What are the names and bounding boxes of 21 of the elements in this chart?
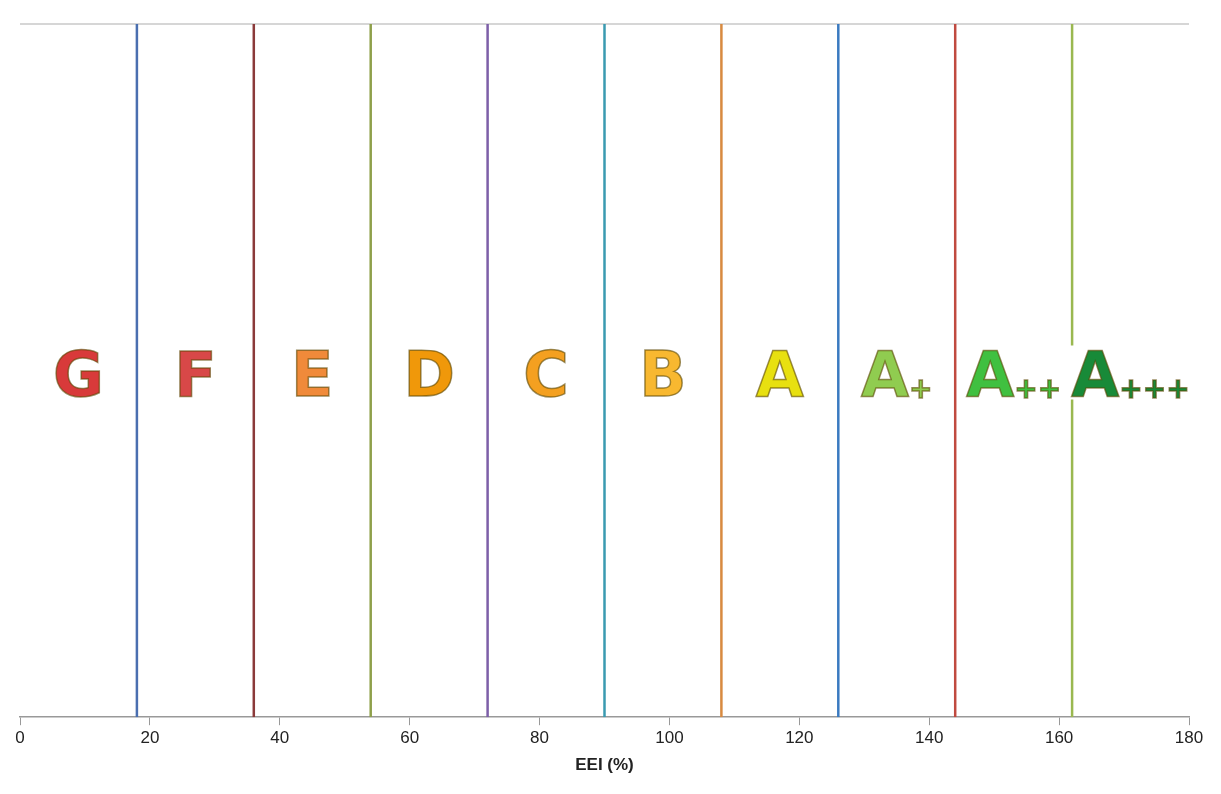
x-tick-label: 160 <box>1044 728 1074 748</box>
annotation: A++ <box>966 337 1062 411</box>
annotation: A+ <box>861 337 933 411</box>
x-tick-label: 140 <box>915 728 944 748</box>
x-tick-label: 20 <box>140 728 160 748</box>
annotation: D <box>403 337 455 411</box>
x-axis-title: EEI (%) <box>575 755 634 775</box>
x-tick-label: 120 <box>785 728 814 748</box>
x-tick-label: 0 <box>15 728 25 748</box>
x-tick-label: 40 <box>270 728 290 748</box>
x-tick-label: 60 <box>400 728 420 748</box>
annotation: A+++ <box>1071 337 1190 411</box>
x-tick-label: 80 <box>530 728 550 748</box>
annotation: G <box>53 337 104 411</box>
x-tick-label: 100 <box>655 728 684 748</box>
x-tick-label: 180 <box>1174 728 1204 748</box>
annotation: A <box>755 337 804 411</box>
annotation: C <box>523 337 569 411</box>
annotation: B <box>639 337 687 411</box>
annotation: F <box>174 337 217 411</box>
annotation: E <box>291 337 334 411</box>
